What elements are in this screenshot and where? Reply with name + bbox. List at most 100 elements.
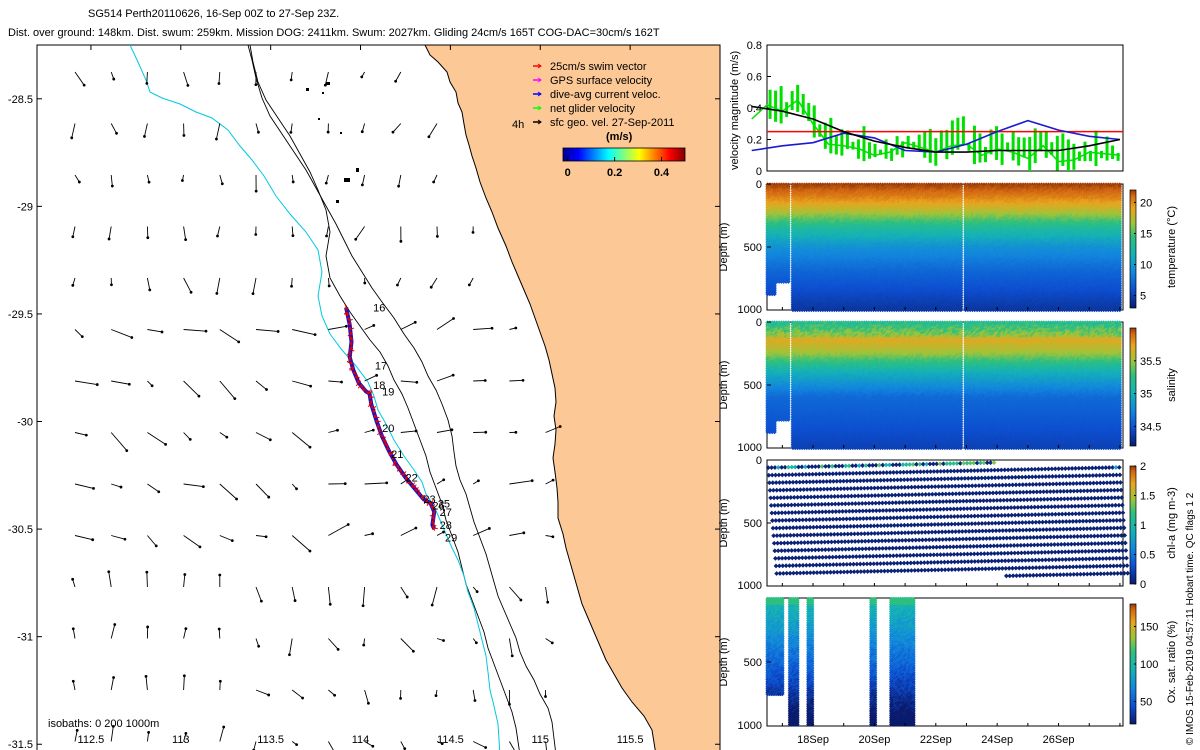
- vel-y-tick-label: 0: [756, 166, 762, 178]
- current-vector-head: [157, 490, 160, 493]
- current-vector-head: [363, 282, 366, 285]
- current-vector-head: [145, 82, 148, 85]
- current-vector-head: [314, 333, 317, 336]
- current-vector-head: [442, 478, 445, 481]
- current-vector-head: [147, 731, 150, 734]
- current-vector-head: [392, 131, 395, 134]
- swim-vector: [434, 528, 438, 529]
- current-vector-head: [488, 527, 491, 530]
- current-vector-head: [71, 284, 74, 287]
- map-x-tick-label: 115.5: [617, 734, 644, 746]
- current-vector-head: [130, 336, 133, 339]
- current-vector-head: [414, 321, 417, 324]
- legend-4h-label: 4h: [512, 119, 524, 131]
- current-vector-head: [81, 335, 84, 338]
- current-vector-head: [181, 179, 184, 182]
- depth-data: [765, 182, 1122, 312]
- vel-y-tick-label: 0.2: [747, 135, 762, 147]
- current-vector-head: [292, 234, 295, 237]
- current-vector-head: [71, 578, 74, 581]
- current-vector-head: [309, 550, 312, 553]
- current-vector-head: [257, 645, 260, 648]
- current-vector-head: [324, 84, 327, 87]
- current-vector-head: [184, 238, 187, 241]
- current-vector-head: [362, 604, 365, 607]
- map-y-tick-label: -30: [17, 417, 33, 429]
- current-vector-head: [151, 384, 154, 387]
- current-vector-head: [255, 190, 258, 193]
- current-vector-head: [237, 340, 240, 343]
- current-vector-head: [309, 446, 312, 449]
- current-vector-head: [522, 531, 525, 534]
- map-y-tick-label: -29.5: [8, 309, 33, 321]
- current-vector-head: [544, 695, 547, 698]
- day-label: 16: [373, 302, 385, 314]
- day-label: 17: [375, 361, 387, 373]
- current-vector-head: [71, 235, 74, 238]
- current-vector-head: [146, 626, 149, 629]
- current-vector-head: [186, 84, 189, 87]
- current-vector-head: [432, 181, 435, 184]
- map-x-tick-label: 113: [172, 734, 190, 746]
- current-vector-head: [148, 288, 151, 291]
- current-vector-head: [484, 431, 487, 434]
- day-label: 29: [445, 533, 457, 545]
- current-vector-head: [218, 574, 221, 577]
- current-vector-head: [442, 639, 445, 642]
- current-vector-head: [491, 327, 494, 330]
- current-vector-head: [78, 181, 81, 184]
- current-vector-head: [107, 570, 110, 573]
- current-vector-head: [406, 596, 409, 599]
- map-y-tick-label: -30.5: [8, 524, 33, 536]
- current-vector-head: [450, 428, 453, 431]
- map-y-tick-label: -31.5: [8, 739, 33, 750]
- current-vector-head: [277, 330, 280, 333]
- current-vector-head: [202, 485, 205, 488]
- map-y-tick-label: -28.5: [8, 94, 33, 106]
- current-vector-head: [436, 235, 439, 238]
- current-vector-head: [295, 487, 298, 490]
- current-vector-head: [124, 538, 127, 541]
- map-x-tick-label: 114: [352, 734, 370, 746]
- current-vector-head: [290, 285, 293, 288]
- current-vector-head: [508, 703, 511, 706]
- current-vector-head: [412, 650, 415, 653]
- current-vector-head: [325, 182, 328, 185]
- current-vector-head: [399, 697, 402, 700]
- current-vector-head: [475, 641, 478, 644]
- current-vector-head: [112, 676, 115, 679]
- current-vector-head: [397, 185, 400, 188]
- current-vector-head: [265, 388, 268, 391]
- current-vector-head: [148, 181, 151, 184]
- current-vector-head: [85, 434, 88, 437]
- current-vector-head: [415, 430, 418, 433]
- current-vector-head: [522, 379, 525, 382]
- legend-entry: dive-avg current veloc.: [550, 89, 661, 101]
- current-vector-head: [371, 745, 374, 748]
- current-vector-head: [531, 479, 534, 482]
- current-vector-head: [92, 487, 95, 490]
- current-vector-head: [511, 654, 514, 657]
- current-vector-head: [254, 233, 257, 236]
- current-vector-head: [235, 498, 238, 501]
- current-vector-head: [372, 324, 375, 327]
- current-vector-head: [340, 381, 343, 384]
- current-vector-head: [183, 134, 186, 137]
- current-vector-head: [301, 697, 304, 700]
- current-vector-head: [546, 601, 549, 604]
- current-vector-head: [551, 535, 554, 538]
- map-x-tick-label: 114.5: [437, 734, 464, 746]
- current-vector-head: [115, 132, 118, 135]
- current-vector-head: [125, 449, 128, 452]
- day-label: 27: [440, 507, 452, 519]
- current-vector-head: [215, 292, 218, 295]
- current-vector-head: [198, 395, 201, 398]
- current-vector-head: [476, 590, 479, 593]
- current-vector-head: [559, 425, 562, 428]
- current-vector-head: [452, 374, 455, 377]
- current-vector-head: [484, 379, 487, 382]
- current-vector-head: [394, 80, 397, 83]
- current-vector-head: [551, 641, 554, 644]
